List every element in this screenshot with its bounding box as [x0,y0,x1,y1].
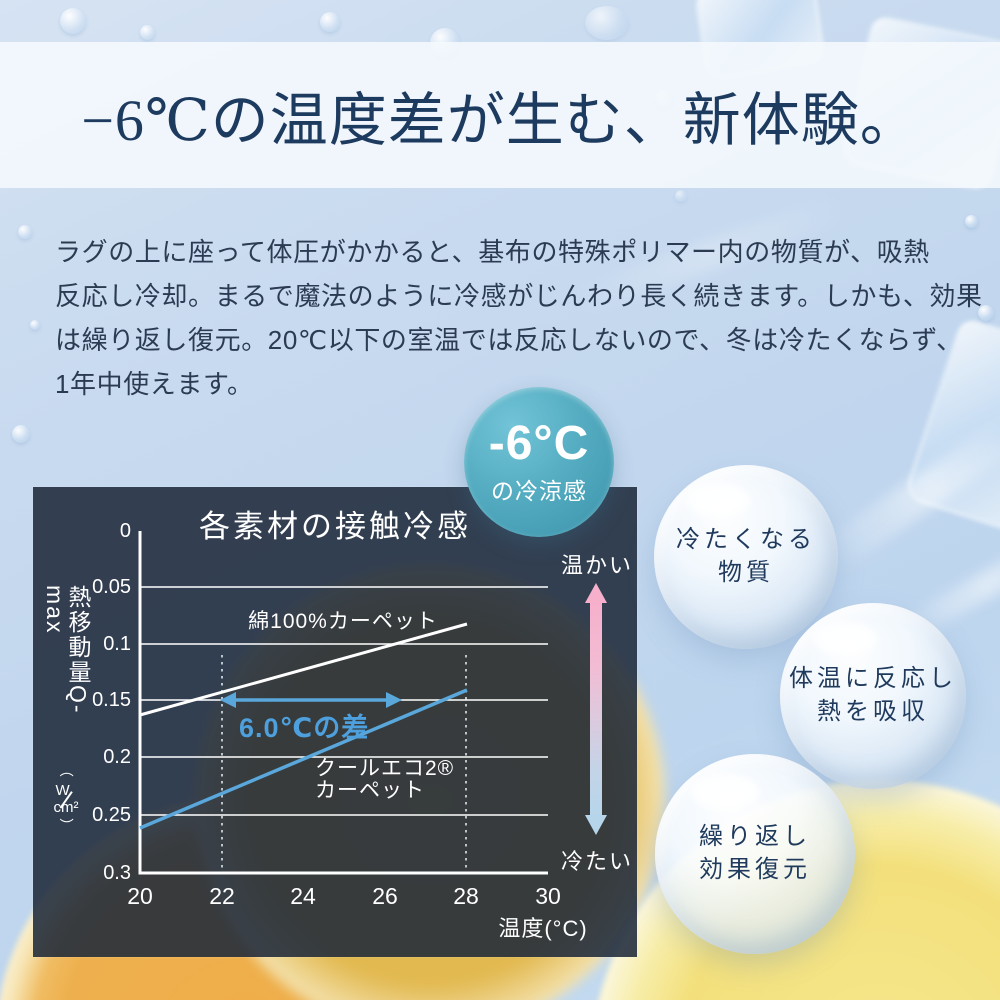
feature-bubble-cold-substance: 冷たくなる 物質 [654,465,838,649]
badge-caption: の冷涼感 [491,477,587,504]
x-tick: 20 [127,883,153,909]
water-drop [140,25,155,40]
y-axis-label-text: 熱移動量Q-max [42,585,91,715]
water-drop [18,225,32,239]
y-tick: 0.15 [92,689,131,711]
diff-arrow-right-head [386,692,402,708]
bubble-text: 体温に反応し [789,666,957,692]
bubble-text: 繰り返し [699,824,811,850]
y-axis-unit: W cm² [53,781,79,816]
x-tick: 30 [535,883,561,909]
minus-6c-badge: -6°C の冷涼感 [464,387,614,537]
water-drop [320,12,340,32]
diff-arrow-label: 6.0℃の差 [239,713,370,743]
water-drop [30,320,40,330]
paragraph-line: 1年中使えます。 [55,369,254,399]
description-paragraph: ラグの上に座って体圧がかかると、基布の特殊ポリマー内の物質が、吸熱 反応し冷却。… [55,230,983,406]
x-tick: 28 [453,883,479,909]
x-tick: 24 [290,883,316,909]
y-axis-label: 熱移動量Q-max （ W cm² ） [39,585,93,835]
paragraph-line: は繰り返し復元。20℃以下の室温では反応しないので、冬は冷たくならず、 [55,325,963,355]
chart-title: 各素材の接触冷感 [199,509,471,544]
feature-bubble-repeat-restore: 繰り返し 効果復元 [655,754,855,954]
chart-lines-svg [138,531,548,875]
contact-cooling-chart: 各素材の接触冷感 熱移動量Q-max （ W cm² ） 0 0.05 0.1 … [33,487,637,957]
x-axis-label: 温度(°C) [498,916,588,941]
warm-cold-gradient-arrow [579,583,613,835]
header-band: −6℃の温度差が生む、新体験。 [0,42,1000,188]
cooleco-label-line2: カーペット [315,779,425,802]
unit-denominator: cm² [53,799,79,816]
cotton-carpet-line [139,622,468,717]
cold-label: 冷たい [560,849,633,874]
arrow-down-head [585,815,607,835]
x-tick: 22 [209,883,235,909]
x-tick: 26 [372,883,398,909]
cooleco-carpet-line [139,688,468,830]
arrow-shaft [590,603,602,815]
page-title: −6℃の温度差が生む、新体験。 [81,88,919,153]
cooleco-line-label: クールエコ2® カーペット [315,758,454,802]
y-tick: 0.25 [92,804,131,826]
water-drop [978,305,994,321]
paragraph-line: 反応し冷却。まるで魔法のように冷感がじんわり長く続きます。しかも、効果 [55,281,983,311]
cotton-line-label: 綿100%カーペット [248,610,438,633]
water-drop [60,8,86,34]
badge-temperature: -6°C [488,416,590,470]
cooleco-label-line1: クールエコ2® [315,757,455,780]
y-tick: 0.1 [103,633,131,655]
water-drop [965,215,978,228]
y-tick: 0 [119,520,131,542]
water-drop [675,190,687,202]
y-tick: 0.05 [92,576,131,598]
bubble-text: 効果復元 [699,857,811,883]
warm-label: 温かい [560,553,633,578]
paragraph-line: ラグの上に座って体圧がかかると、基布の特殊ポリマー内の物質が、吸熱 [55,237,930,267]
diff-arrow-left-head [220,692,236,708]
water-drop [12,425,30,443]
y-tick: 0.2 [103,746,131,768]
arrow-up-head [585,583,607,603]
water-drop [585,6,629,40]
unit-numerator: W [55,781,70,799]
bubble-text: 物質 [718,560,774,586]
bubble-text: 熱を吸収 [817,699,929,725]
y-tick: 0.3 [103,862,131,884]
feature-bubble-heat-absorb: 体温に反応し 熱を吸収 [780,603,966,789]
bubble-text: 冷たくなる [676,527,816,553]
